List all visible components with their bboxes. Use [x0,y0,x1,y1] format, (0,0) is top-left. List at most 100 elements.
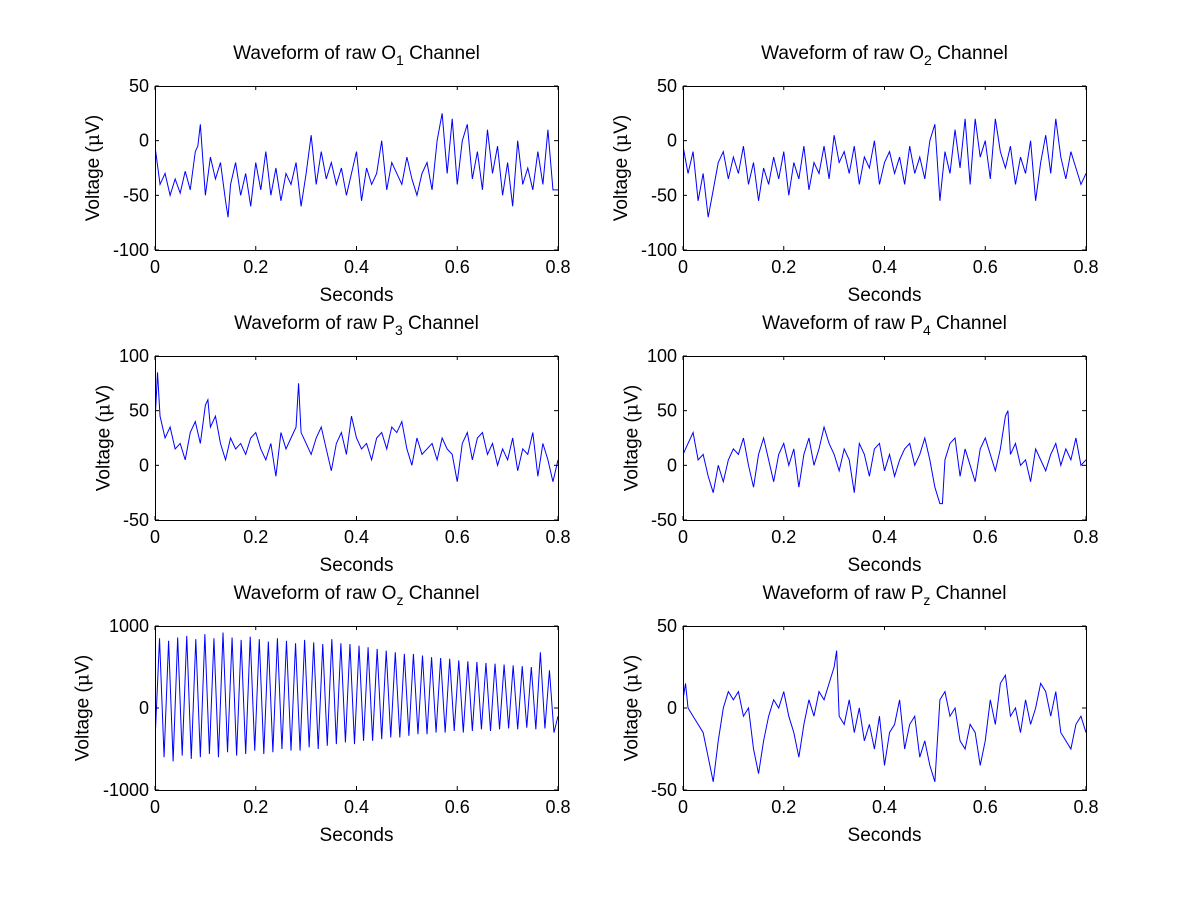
y-tick-label: -50 [651,185,677,205]
chart-title-main: Waveform of raw P [234,313,395,334]
y-tick-label: 50 [657,76,677,96]
x-tick-label: 0 [678,257,688,277]
y-tick-label: 0 [139,698,149,718]
x-tick-label: 0.4 [872,527,897,547]
chart-title-suffix: Channel [931,313,1007,334]
x-tick-label: 0.2 [243,797,268,817]
x-axis-label: Seconds [848,285,922,306]
chart-title-subscript: 3 [395,322,403,338]
series-line-1 [155,113,558,218]
y-axis-label-prefix: Voltage ( [73,686,94,762]
y-tick-label: 100 [119,346,149,366]
y-tick-label: -50 [651,510,677,530]
x-tick-label: 0.4 [872,797,897,817]
plot-frame [683,626,1087,791]
chart-title-main: Waveform of raw P [762,313,923,334]
y-axis-label: Voltage (μV) [621,655,643,761]
x-tick-label: 0 [150,527,160,547]
y-axis-label-suffix: V) [94,385,115,404]
chart-title-main: Waveform of raw O [233,583,396,604]
y-axis-label-suffix: V) [611,115,632,134]
chart-title: Waveform of raw O2 Channel [761,43,1008,68]
x-tick-label: 0.6 [973,797,998,817]
chart-title-subscript: 2 [924,52,932,68]
x-tick-label: 0 [150,257,160,277]
y-tick-label: 0 [667,455,677,475]
x-tick-label: 0.6 [445,527,470,547]
chart-title-subscript: z [396,592,403,608]
y-tick-label: 0 [667,698,677,718]
y-axis-label-prefix: Voltage ( [622,416,643,492]
x-tick-label: 0.8 [1073,797,1098,817]
y-tick-label: 50 [129,76,149,96]
chart-title-suffix: Channel [404,43,480,64]
y-axis-label-prefix: Voltage ( [622,686,643,762]
y-axis-label-prefix: Voltage ( [94,416,115,492]
x-tick-label: 0.6 [973,257,998,277]
chart-title: Waveform of raw Oz Channel [233,583,479,608]
x-tick-label: 0.6 [973,527,998,547]
x-tick-label: 0.2 [243,527,268,547]
chart-panel-2: Waveform of raw O2 Channel 0 0.2 0.4 0.6 0.8 -… [610,43,1099,306]
y-axis-label-mu: μ [621,404,643,416]
y-axis-label-mu: μ [72,674,94,686]
chart-panel-1: Waveform of raw O1 Channel 0 0.2 0.4 0.6 0.8 -… [82,43,571,306]
chart-title: Waveform of raw P4 Channel [762,313,1007,338]
x-tick-label: 0 [678,527,688,547]
y-tick-label: -1000 [103,780,149,800]
y-axis-label: Voltage (μV) [93,385,115,491]
x-tick-label: 0.8 [545,797,570,817]
chart-title-main: Waveform of raw P [763,583,924,604]
y-axis-label: Voltage (μV) [72,655,94,761]
y-tick-label: 50 [657,401,677,421]
chart-title-suffix: Channel [932,43,1008,64]
x-tick-label: 0.8 [1073,527,1098,547]
x-tick-label: 0.2 [771,527,796,547]
chart-panel-4: Waveform of raw P4 Channel 0 0.2 0.4 0.6 0.8 -… [621,313,1099,576]
chart-title-suffix: Channel [930,583,1006,604]
x-axis-label: Seconds [320,285,394,306]
x-tick-label: 0.6 [445,797,470,817]
chart-title-subscript: 1 [396,52,404,68]
x-tick-label: 0.4 [872,257,897,277]
x-tick-label: 0.2 [771,257,796,277]
chart-panel-5: Waveform of raw Oz Channel 0 0.2 0.4 0.6 0.8 -… [72,583,571,846]
y-axis-label-suffix: V) [83,115,104,134]
chart-panel-6: Waveform of raw Pz Channel 0 0.2 0.4 0.6 0.8 -… [621,583,1099,846]
x-tick-label: 0.2 [771,797,796,817]
chart-title-subscript: 4 [923,322,931,338]
y-tick-label: 0 [139,131,149,151]
y-tick-label: 0 [139,455,149,475]
series-line-1 [683,118,1086,218]
x-axis-label: Seconds [320,555,394,576]
series-line-1 [683,650,1086,782]
chart-title-suffix: Channel [403,583,479,604]
x-tick-label: 0.4 [344,527,369,547]
chart-title: Waveform of raw P3 Channel [234,313,479,338]
y-tick-label: 0 [667,131,677,151]
chart-title-main: Waveform of raw O [761,43,924,64]
x-tick-label: 0.8 [545,527,570,547]
y-tick-label: 50 [657,616,677,636]
y-axis-label-mu: μ [621,674,643,686]
x-tick-label: 0 [150,797,160,817]
chart-title-suffix: Channel [403,313,479,334]
y-tick-label: -50 [651,780,677,800]
x-axis-label: Seconds [848,825,922,846]
x-tick-label: 0.4 [344,257,369,277]
y-axis-label-mu: μ [610,134,632,146]
chart-title: Waveform of raw Pz Channel [763,583,1007,608]
y-tick-label: 100 [647,346,677,366]
y-axis-label-mu: μ [82,134,104,146]
y-tick-label: -100 [641,240,677,260]
y-axis-label-prefix: Voltage ( [83,146,104,222]
chart-title-main: Waveform of raw O [233,43,396,64]
x-tick-label: 0 [678,797,688,817]
chart-title: Waveform of raw O1 Channel [233,43,480,68]
series-line-1 [155,372,558,482]
x-tick-label: 0.4 [344,797,369,817]
y-tick-label: -50 [123,510,149,530]
x-axis-label: Seconds [320,825,394,846]
plot-frame [155,86,559,251]
